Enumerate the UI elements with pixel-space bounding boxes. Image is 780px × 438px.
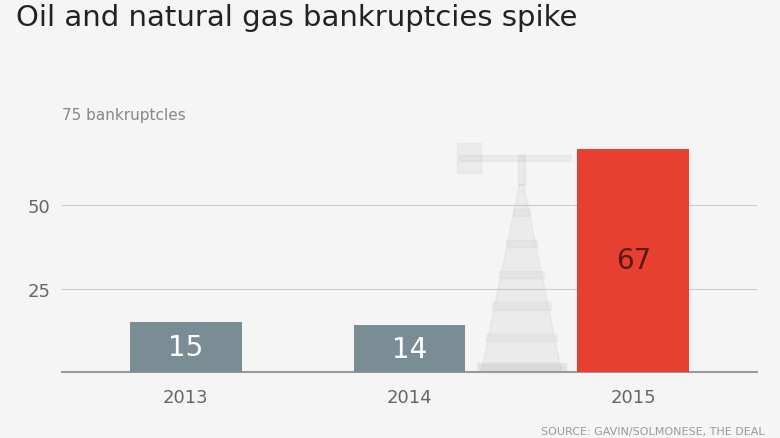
Text: Oil and natural gas bankruptcies spike: Oil and natural gas bankruptcies spike <box>16 4 577 32</box>
Polygon shape <box>456 143 481 173</box>
Bar <box>353 326 466 372</box>
Text: SOURCE: GAVIN/SOLMONESE, THE DEAL: SOURCE: GAVIN/SOLMONESE, THE DEAL <box>541 426 764 436</box>
Polygon shape <box>477 363 566 372</box>
Polygon shape <box>479 365 564 372</box>
Polygon shape <box>492 303 551 310</box>
Text: 67: 67 <box>616 247 651 275</box>
Text: 14: 14 <box>392 335 427 363</box>
Bar <box>129 322 242 372</box>
Polygon shape <box>518 155 525 185</box>
Polygon shape <box>481 185 562 372</box>
Text: 15: 15 <box>168 333 203 361</box>
Polygon shape <box>459 155 571 161</box>
Text: 75 bankruptcles: 75 bankruptcles <box>62 108 186 123</box>
Polygon shape <box>505 240 537 247</box>
Polygon shape <box>486 334 557 341</box>
Polygon shape <box>512 209 530 216</box>
Polygon shape <box>499 272 544 279</box>
Bar <box>577 149 690 372</box>
